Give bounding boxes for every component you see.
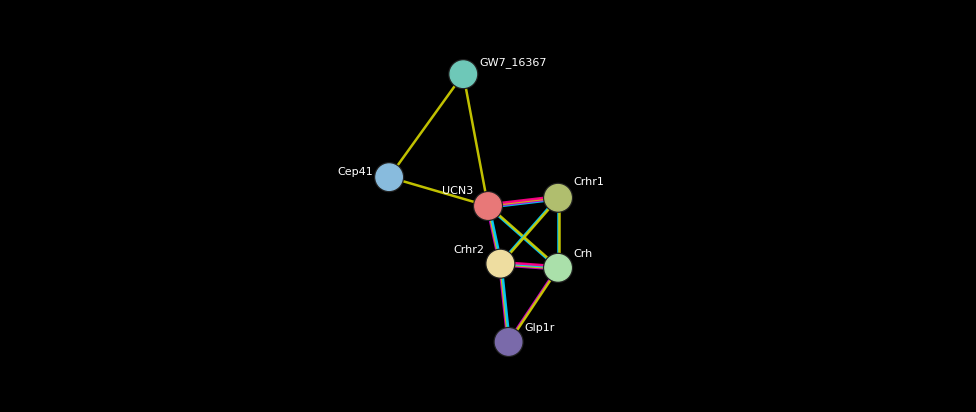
Text: Glp1r: Glp1r xyxy=(524,323,554,333)
Circle shape xyxy=(474,193,502,219)
Circle shape xyxy=(450,61,476,87)
Circle shape xyxy=(545,185,571,211)
Text: Crh: Crh xyxy=(574,249,593,259)
Circle shape xyxy=(544,183,573,212)
Circle shape xyxy=(376,164,402,190)
Circle shape xyxy=(449,60,477,89)
Circle shape xyxy=(545,255,571,281)
Text: Crhr1: Crhr1 xyxy=(574,178,604,187)
Text: Cep41: Cep41 xyxy=(337,167,373,177)
Circle shape xyxy=(496,329,522,355)
Text: GW7_16367: GW7_16367 xyxy=(480,57,548,68)
Circle shape xyxy=(494,328,523,356)
Circle shape xyxy=(487,250,513,277)
Circle shape xyxy=(473,192,503,220)
Circle shape xyxy=(486,249,514,278)
Text: UCN3: UCN3 xyxy=(442,186,473,196)
Circle shape xyxy=(375,163,403,192)
Circle shape xyxy=(544,253,573,282)
Text: Crhr2: Crhr2 xyxy=(454,245,485,255)
